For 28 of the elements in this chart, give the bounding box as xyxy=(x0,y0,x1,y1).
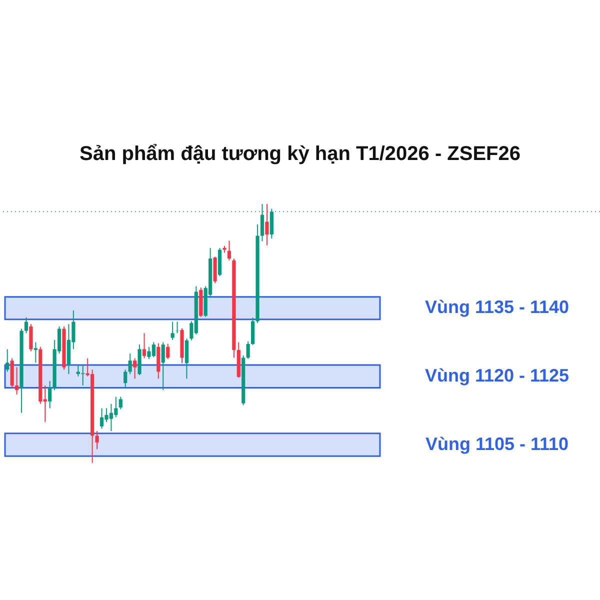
candlestick xyxy=(6,348,10,372)
candlestick xyxy=(166,343,170,360)
chart-title: Sản phẩm đậu tương kỳ hạn T1/2026 - ZSEF26 xyxy=(79,143,521,165)
band-label: Vùng 1135 - 1140 xyxy=(424,297,570,318)
candlestick xyxy=(270,208,274,240)
band-label: Vùng 1105 - 1110 xyxy=(425,434,569,454)
candlestick xyxy=(161,342,165,391)
candlestick xyxy=(128,353,132,375)
candlestick xyxy=(227,240,231,261)
candlestick xyxy=(265,203,269,246)
candlestick xyxy=(124,369,128,388)
candlestick xyxy=(213,256,217,284)
candlestick xyxy=(246,340,250,360)
candlestick xyxy=(34,342,38,364)
candlestick xyxy=(175,321,180,334)
candlestick xyxy=(48,380,52,409)
candlestick xyxy=(184,338,189,380)
candlestick xyxy=(133,358,137,380)
candlestick xyxy=(24,316,28,334)
candlestick xyxy=(142,332,146,359)
candlestick xyxy=(118,396,122,410)
candlestick xyxy=(170,321,174,340)
candlestick xyxy=(15,366,19,396)
band-label: Vùng 1120 - 1125 xyxy=(424,365,570,386)
candlestick xyxy=(95,430,99,450)
candlestick xyxy=(29,324,33,352)
candlestick xyxy=(260,203,264,242)
candlestick xyxy=(251,317,255,346)
